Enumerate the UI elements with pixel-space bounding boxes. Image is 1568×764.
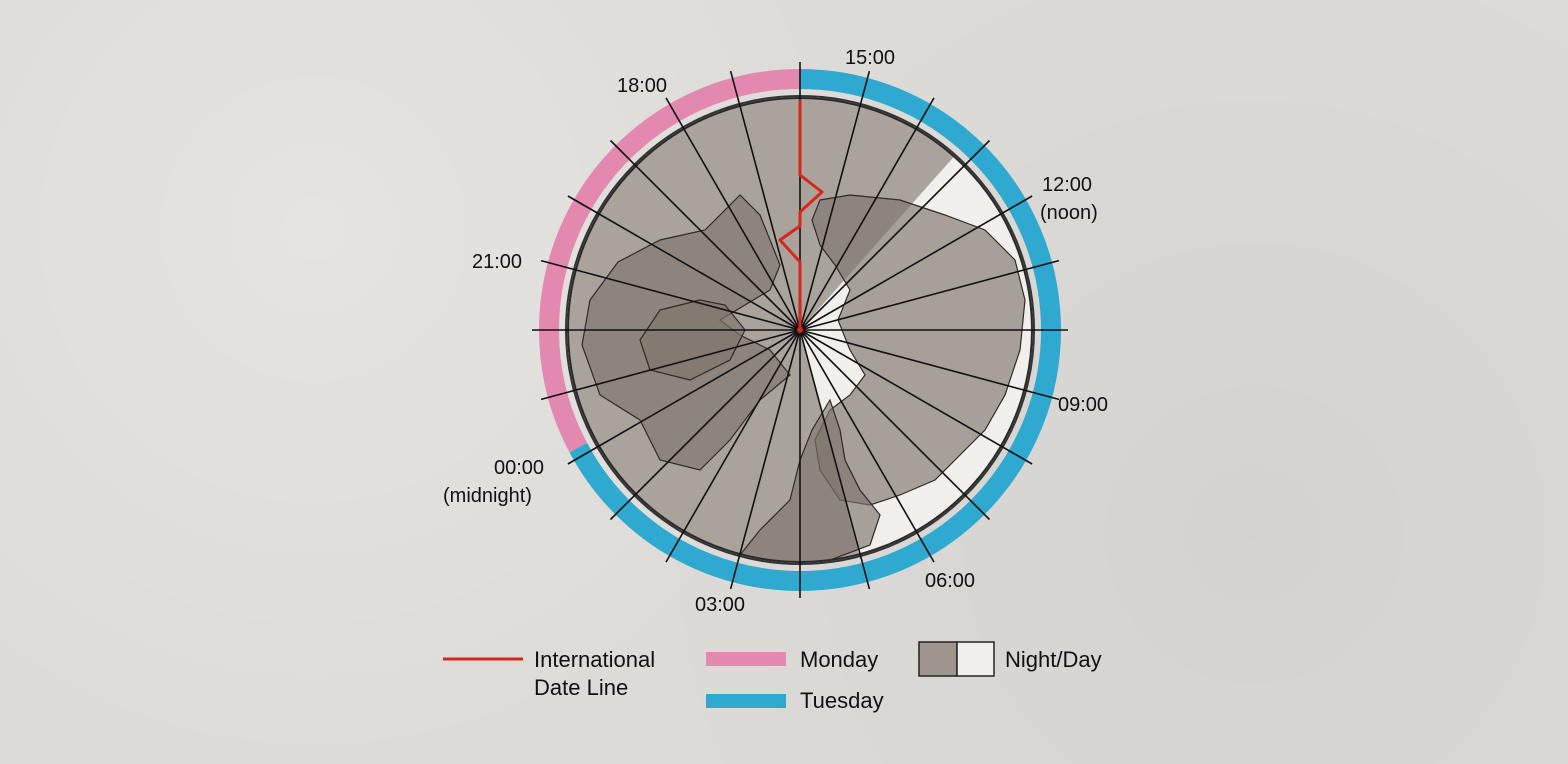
meridian-line: [729, 329, 801, 590]
meridian-line: [665, 97, 801, 331]
legend-monday-label: Monday: [800, 647, 878, 672]
meridian-line: [799, 139, 991, 331]
meridian-line: [799, 329, 935, 563]
hour-label-noon: (noon): [1040, 202, 1098, 224]
legend: International Date Line Monday Tuesday N…: [443, 641, 1102, 713]
meridian-line: [729, 70, 801, 331]
meridian-line: [799, 329, 871, 590]
legend-tuesday-label: Tuesday: [800, 688, 884, 713]
continents: [581, 194, 1026, 562]
meridian-line: [540, 329, 801, 401]
meridian-line: [567, 329, 801, 465]
hour-label-midnight: (midnight): [443, 485, 532, 507]
legend-day-swatch: [956, 641, 995, 677]
meridian-line: [799, 195, 1033, 331]
meridian-line: [799, 97, 935, 331]
meridian-line: [609, 329, 801, 521]
meridian-line: [665, 329, 801, 563]
international-date-line: [778, 100, 824, 330]
hour-label-15: 15:00: [845, 47, 895, 69]
europe: [738, 398, 881, 562]
meridian-line: [799, 70, 871, 331]
greenland: [639, 299, 746, 381]
meridian-line: [567, 195, 801, 331]
meridian-line: [540, 259, 801, 331]
globe: [565, 95, 1035, 565]
legend-night-swatch: [918, 641, 958, 677]
hour-label-09: 09:00: [1058, 394, 1108, 416]
legend-night-day-label: Night/Day: [1005, 647, 1102, 672]
north-pole-marker: [797, 327, 803, 333]
legend-date-line-label-1: International: [534, 647, 655, 672]
meridian-line: [609, 139, 801, 331]
hour-label-21: 21:00: [472, 251, 522, 273]
hour-label-03: 03:00: [695, 594, 745, 616]
meridian-line: [799, 329, 1033, 465]
hour-label-06: 06:00: [925, 570, 975, 592]
meridian-line: [799, 259, 1060, 331]
hour-label-12: 12:00: [1042, 174, 1092, 196]
legend-monday-swatch: [706, 652, 786, 666]
tuesday-ring: [569, 69, 1061, 591]
hour-label-00: 00:00: [494, 457, 544, 479]
legend-date-line-label-2: Date Line: [534, 675, 628, 700]
hour-label-18: 18:00: [617, 75, 667, 97]
meridian-line: [799, 329, 1060, 401]
meridian-line: [799, 329, 991, 521]
monday-ring: [539, 69, 801, 453]
legend-tuesday-swatch: [706, 694, 786, 708]
